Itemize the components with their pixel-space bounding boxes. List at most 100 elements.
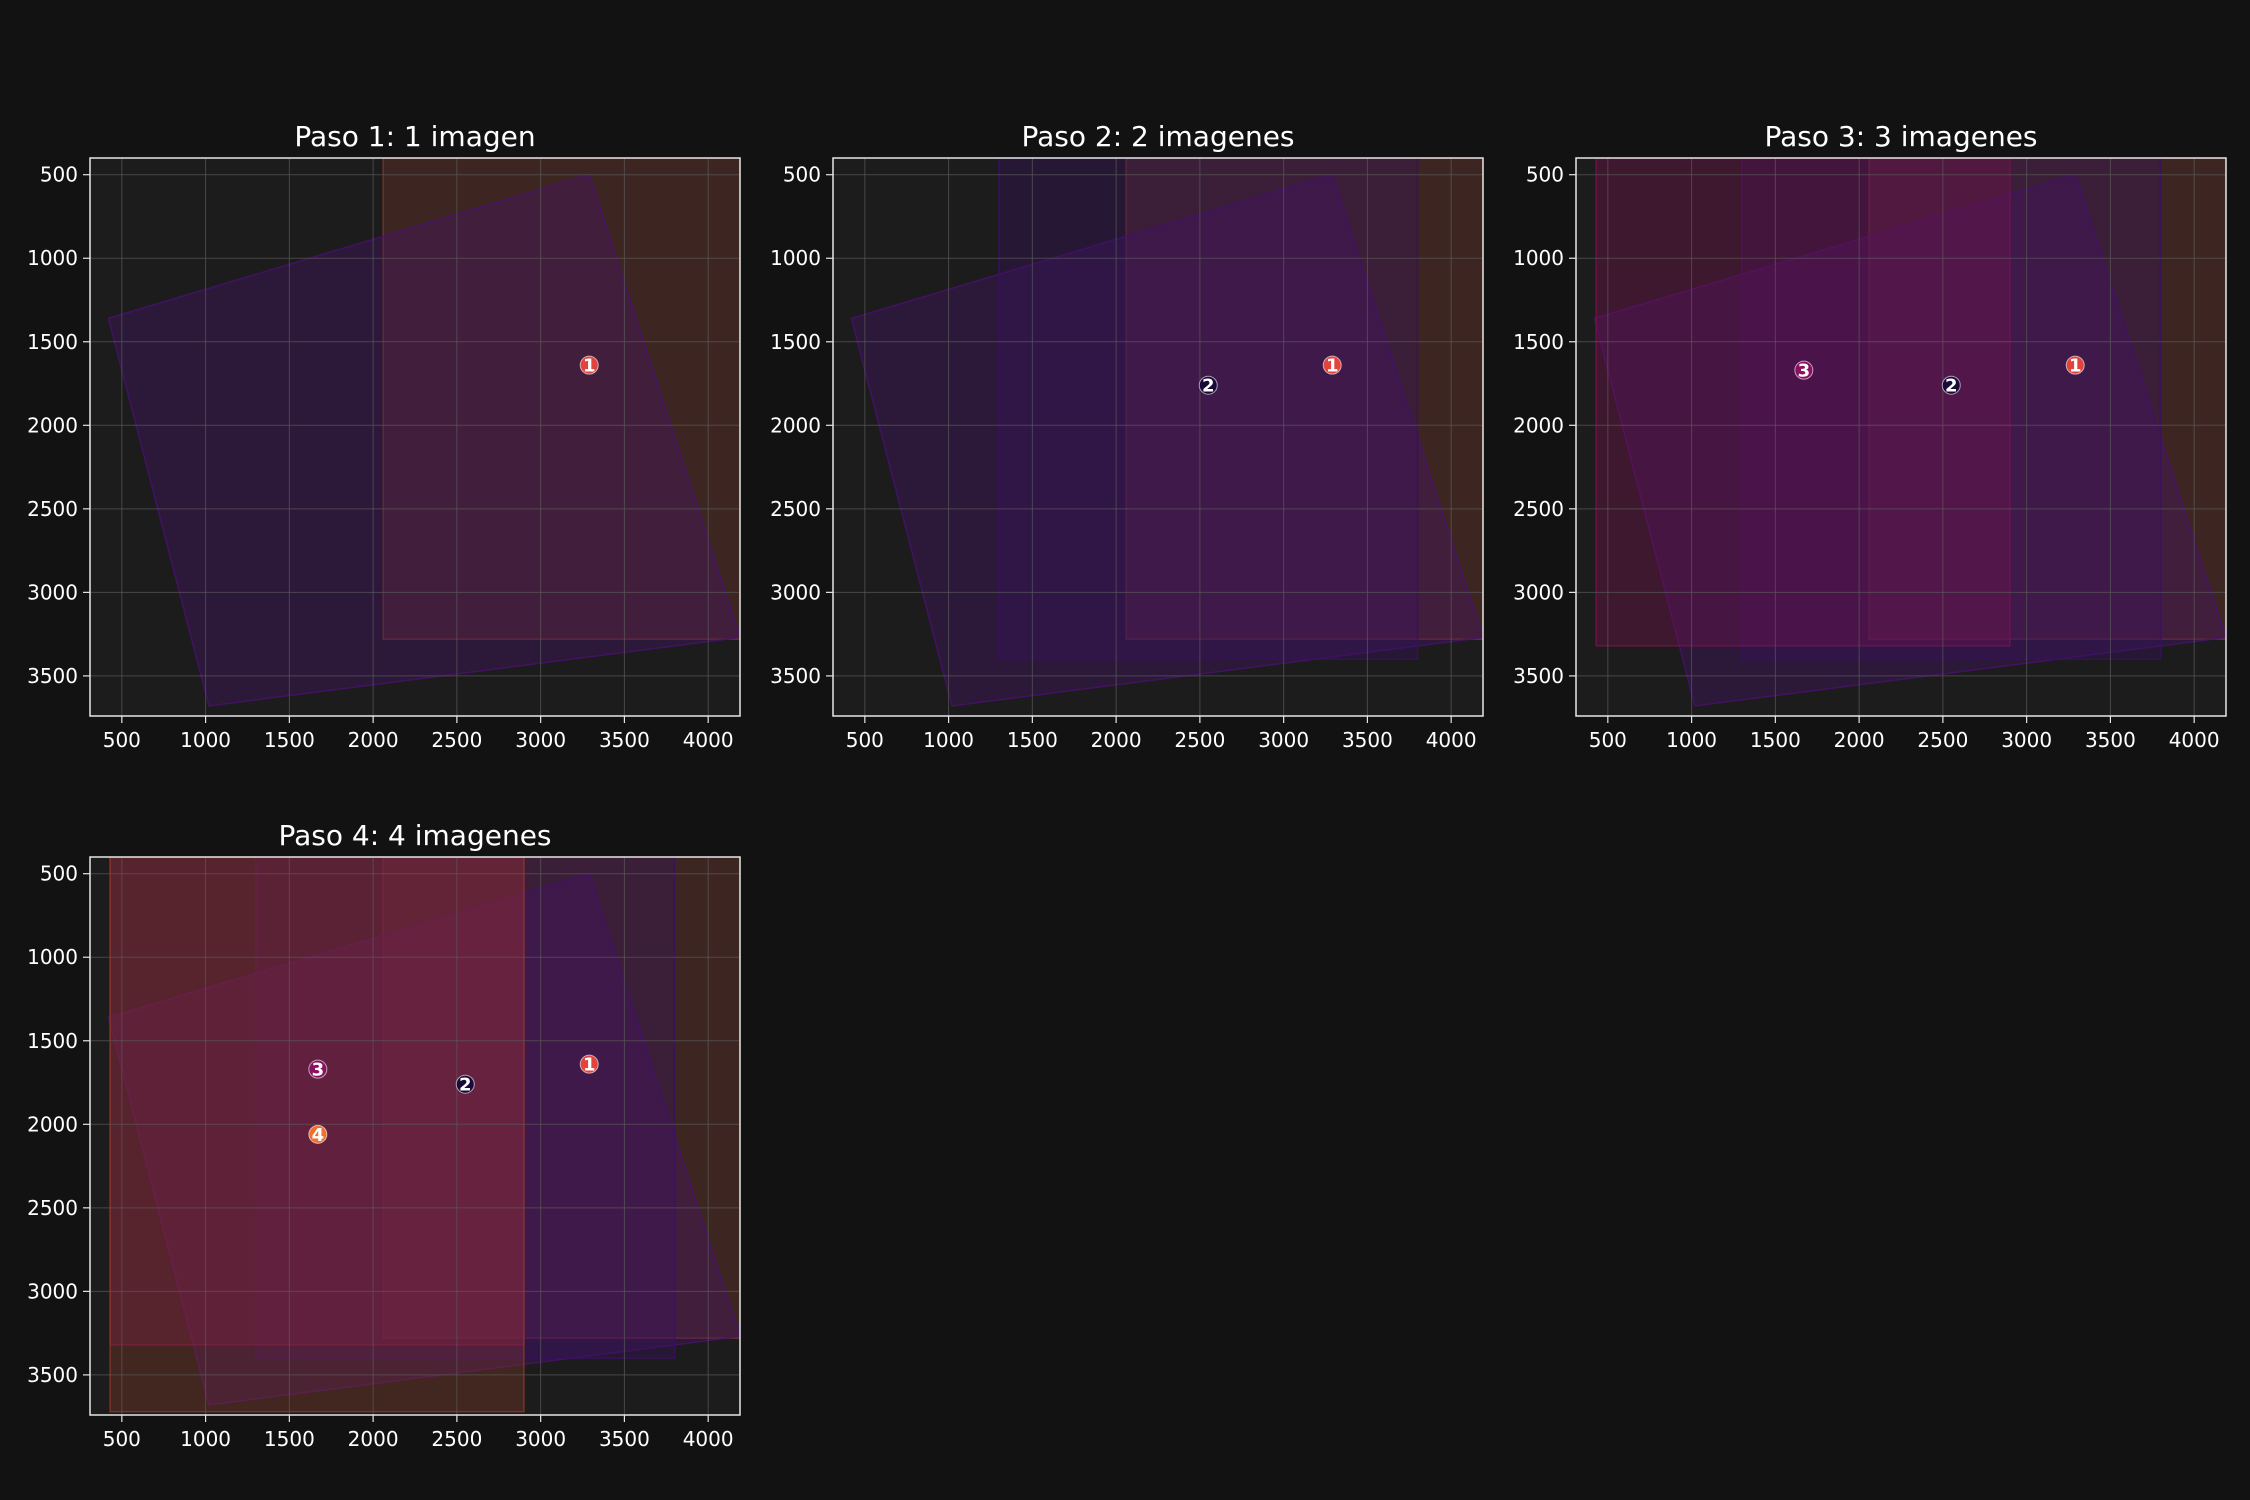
axes-frame [89,856,741,1416]
y-tick-label: 2000 [770,413,821,437]
x-tick-label: 2000 [348,1427,399,1451]
image-center-marker-4 [308,1124,328,1144]
chart-title: Paso 1: 1 imagen [294,120,535,153]
chart-title: Paso 2: 2 imagenes [1021,120,1294,153]
y-tick-label: 2000 [27,413,78,437]
x-tick-label: 3500 [1342,728,1393,752]
x-tick-label: 1000 [923,728,974,752]
image-footprint-1 [382,158,740,640]
y-tick-label: 1500 [27,330,78,354]
chart-title: Paso 4: 4 imagenes [278,819,551,852]
chart-title: Paso 3: 3 imagenes [1764,120,2037,153]
image-center-label-1: 1 [2069,356,2082,377]
x-tick-label: 4000 [683,1427,734,1451]
x-tick-label: 2000 [1091,728,1142,752]
y-tick-label: 500 [1526,163,1564,187]
plot-area [833,158,1483,716]
image-footprint-1 [850,173,1483,707]
plot-area [1576,158,2226,716]
y-tick-label: 2500 [770,497,821,521]
image-footprint-1 [107,173,740,707]
y-tick-label: 3000 [27,580,78,604]
chart-panel-1: 1500 1000 1500 2000 2500 3000 3500 400050010001… [27,120,741,752]
y-tick-label: 3500 [27,1363,78,1387]
image-footprint-1 [1125,158,1483,640]
axes-frame [1575,157,2227,717]
x-tick-label: 500 [846,728,884,752]
x-tick-label: 2500 [431,728,482,752]
image-center-label-2: 2 [1945,376,1958,397]
image-center-label-1: 1 [583,1055,596,1076]
image-center-label-1: 1 [583,356,596,377]
plot-area [90,158,740,716]
x-tick-label: 500 [1589,728,1627,752]
x-tick-label: 1500 [1750,728,1801,752]
axes-background [1576,158,2226,716]
image-center-label-1: 1 [1326,356,1339,377]
x-tick-label: 3000 [2001,728,2052,752]
y-tick-label: 3500 [1513,664,1564,688]
image-center-marker-1 [2065,355,2085,375]
axes-background [90,857,740,1415]
x-tick-label: 2500 [1174,728,1225,752]
axes-frame [832,157,1484,717]
image-footprint-1 [1593,173,2226,707]
y-tick-label: 3500 [27,664,78,688]
y-tick-label: 1500 [1513,330,1564,354]
image-center-marker-3 [308,1059,328,1079]
image-footprint-2 [255,857,676,1359]
axes-background [90,158,740,716]
image-center-label-4: 4 [312,1125,325,1146]
x-tick-label: 1000 [180,728,231,752]
image-footprint-2 [1741,158,2162,660]
y-tick-label: 1000 [770,246,821,270]
chart-panel-4: 1 2 3 4 500 1000 1500 2000 2500 3000 3500 4000 500 10… [27,819,741,1451]
x-tick-label: 3000 [515,1427,566,1451]
x-tick-label: 1500 [264,1427,315,1451]
image-footprint-1 [382,857,740,1339]
image-center-marker-1 [579,1054,599,1074]
y-tick-label: 1000 [27,246,78,270]
y-tick-label: 1000 [1513,246,1564,270]
image-footprint-1 [1868,158,2226,640]
y-tick-label: 500 [783,163,821,187]
image-center-marker-1 [579,355,599,375]
x-tick-label: 4000 [683,728,734,752]
plot-area [90,857,740,1415]
y-tick-label: 2000 [27,1112,78,1136]
image-center-label-3: 3 [1798,361,1811,382]
image-center-label-2: 2 [459,1075,472,1096]
y-tick-label: 2500 [27,497,78,521]
image-footprint-3 [109,857,525,1346]
y-tick-label: 500 [40,163,78,187]
x-tick-label: 2500 [431,1427,482,1451]
y-tick-label: 3000 [1513,580,1564,604]
x-tick-label: 2000 [1834,728,1885,752]
y-tick-label: 2000 [1513,413,1564,437]
x-tick-label: 4000 [2169,728,2220,752]
x-tick-label: 2500 [1917,728,1968,752]
image-footprint-1 [107,872,740,1406]
y-tick-label: 3500 [770,664,821,688]
y-tick-label: 1500 [27,1029,78,1053]
x-tick-label: 1000 [180,1427,231,1451]
x-tick-label: 1500 [1007,728,1058,752]
x-tick-label: 500 [103,728,141,752]
image-footprint-2 [998,158,1419,660]
y-tick-label: 500 [40,862,78,886]
image-center-marker-2 [1941,375,1961,395]
y-tick-label: 2500 [1513,497,1564,521]
axes-frame [89,157,741,717]
image-footprint-3 [1595,158,2011,647]
image-center-label-2: 2 [1202,376,1215,397]
x-tick-label: 3500 [2085,728,2136,752]
x-tick-label: 3000 [1258,728,1309,752]
x-tick-label: 500 [103,1427,141,1451]
y-tick-label: 1000 [27,945,78,969]
image-center-marker-2 [1198,375,1218,395]
y-tick-label: 3000 [27,1279,78,1303]
x-tick-label: 3500 [599,728,650,752]
x-tick-label: 1000 [1666,728,1717,752]
